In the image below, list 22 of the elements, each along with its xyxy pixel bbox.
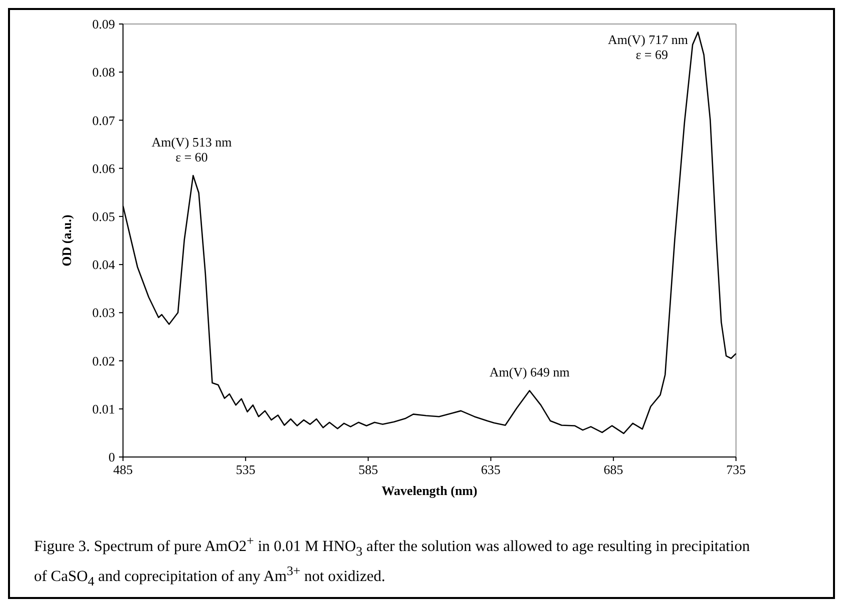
y-tick-label: 0.05 [92,208,115,224]
text: Figure 3. Spectrum of pure AmO2$^{+}$ in 0.01 M HNO$_{3}$ after the solution was allowed to age resulting in precipitation of CaSO$_{4}$ and coprecipitation of any Am$^{3+}$ not oxidized. [34,533,750,588]
y-axis-title: OD (a.u.) [59,214,74,266]
y-tick-label: 0.03 [92,305,115,320]
y-tick-label: 0.06 [92,160,116,176]
x-axis-title: Wavelength (nm) [382,483,478,498]
y-tick-label: 0.04 [92,257,116,272]
y-tick-label: 0.07 [92,112,116,128]
x-tick-label: 685 [604,462,624,477]
annotation: Am(V) 513 nm ε = 60 [152,134,232,165]
annotation: Am(V) 717 nm ε = 69 [608,32,688,62]
x-tick-label: 585 [358,462,378,477]
y-tick-label: 0.09 [92,16,115,32]
y-tick-label: 0.02 [92,353,115,368]
x-tick-label: 735 [726,462,746,477]
y-tick-label: 0.01 [92,401,115,416]
x-tick-label: 535 [236,462,256,477]
annotation: Am(V) 649 nm [489,364,570,380]
x-tick-label: 485 [113,462,133,477]
x-tick-label: 635 [481,462,501,477]
y-tick-label: 0 [108,450,115,465]
y-tick-label: 0.08 [92,64,115,80]
